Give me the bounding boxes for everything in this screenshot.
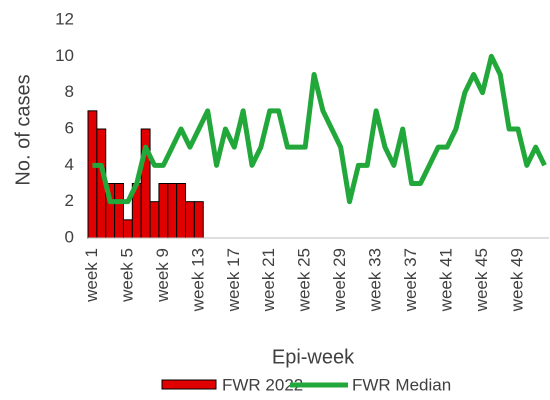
x-tick-label: week 29	[330, 248, 349, 312]
bar	[122, 219, 133, 239]
bar	[167, 183, 178, 239]
bar	[185, 201, 195, 239]
y-tick-label: 10	[55, 46, 74, 65]
x-tick-label: week 21	[259, 248, 278, 312]
bar	[87, 110, 98, 239]
bar	[114, 183, 124, 239]
bar	[149, 201, 160, 239]
x-tick-label: week 41	[437, 248, 456, 312]
legend-swatch	[161, 379, 217, 390]
x-tick-label: week 1	[82, 248, 101, 303]
y-tick-label: 2	[65, 191, 74, 210]
x-tick-label: week 13	[188, 248, 207, 312]
x-tick-label: week 45	[472, 248, 491, 312]
y-tick-label: 8	[65, 82, 74, 101]
x-tick-label: week 5	[117, 248, 136, 303]
y-tick-label: 0	[65, 227, 74, 246]
y-tick-label: 4	[65, 155, 74, 174]
x-axis-title: Epi-week	[272, 346, 355, 368]
line	[92, 53, 547, 205]
x-tick-label: week 9	[153, 248, 172, 303]
bar	[158, 183, 169, 239]
y-tick-label: 12	[55, 9, 74, 28]
x-tick-label: week 25	[295, 248, 314, 312]
x-tick-label: week 17	[224, 248, 243, 312]
legend-label: FWR 2022	[222, 375, 303, 394]
x-tick-label: week 49	[507, 248, 526, 312]
x-tick-label: week 33	[366, 248, 385, 312]
y-tick-label: 6	[65, 118, 74, 137]
legend-label: FWR Median	[352, 375, 451, 394]
x-tick-label: week 37	[401, 248, 420, 312]
bar	[193, 201, 204, 239]
bar	[176, 183, 187, 239]
y-axis-title: No. of cases	[12, 74, 34, 185]
